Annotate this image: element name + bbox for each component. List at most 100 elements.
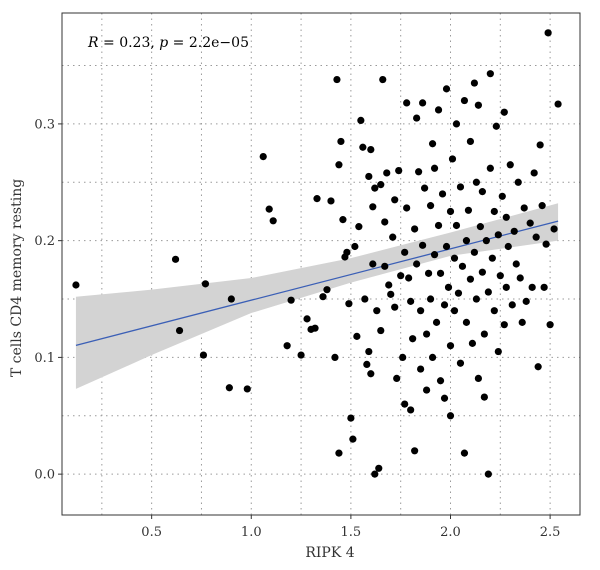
data-point	[357, 116, 365, 125]
data-point	[478, 188, 486, 196]
data-point	[333, 75, 341, 84]
data-point	[438, 190, 447, 198]
data-point	[397, 272, 405, 280]
data-point	[201, 280, 210, 288]
data-point	[409, 335, 417, 343]
data-point	[472, 178, 480, 186]
data-point	[476, 223, 484, 231]
confidence-band-group	[75, 203, 559, 389]
data-points	[72, 29, 562, 478]
data-point	[490, 207, 498, 216]
data-point	[446, 207, 455, 216]
grid-lines	[62, 13, 580, 515]
y-tick-label: 0.0	[34, 468, 55, 483]
data-point	[516, 274, 524, 282]
p-equals: =	[168, 35, 189, 51]
data-point	[353, 332, 361, 340]
data-point	[369, 260, 377, 268]
data-point	[413, 114, 421, 122]
data-point	[225, 384, 233, 392]
r-label: R	[87, 35, 99, 51]
data-point	[450, 307, 459, 315]
data-point	[446, 412, 455, 420]
data-point	[440, 301, 449, 309]
y-axis-title: T cells CD4 memory resting	[9, 179, 25, 377]
data-point	[474, 374, 482, 383]
data-point	[319, 293, 327, 301]
data-point	[472, 295, 480, 303]
data-point	[436, 269, 445, 277]
y-tick-label: 0.2	[34, 234, 55, 249]
data-point	[554, 100, 562, 108]
data-point	[456, 183, 465, 191]
data-point	[448, 155, 457, 163]
data-point	[349, 435, 357, 443]
data-point	[470, 79, 479, 87]
data-point	[430, 164, 439, 172]
data-point	[526, 219, 534, 227]
data-point	[462, 318, 471, 326]
data-point	[367, 145, 375, 154]
data-point	[421, 184, 429, 192]
data-point	[426, 202, 435, 210]
data-point	[422, 330, 431, 338]
data-point	[484, 470, 492, 478]
data-point	[363, 360, 371, 368]
data-point	[351, 242, 359, 251]
data-point	[411, 447, 419, 455]
data-point	[343, 248, 351, 256]
data-point	[175, 326, 184, 335]
data-point	[538, 202, 546, 210]
data-point	[401, 248, 409, 256]
data-point	[407, 406, 415, 414]
data-point	[373, 307, 381, 315]
data-point	[530, 169, 538, 177]
data-point	[379, 75, 387, 84]
data-point	[393, 374, 401, 383]
data-point	[269, 217, 277, 225]
data-point	[450, 254, 459, 262]
correlation-annotation: R = 0.23, p = 2.2e−05	[87, 35, 249, 51]
data-point	[482, 237, 490, 245]
x-axis-title: RIPK 4	[305, 545, 354, 561]
data-point	[381, 262, 389, 270]
data-point	[405, 274, 413, 282]
data-point	[413, 260, 421, 268]
data-point	[452, 120, 461, 128]
data-point	[432, 318, 441, 326]
data-point	[458, 262, 467, 270]
data-point	[355, 223, 363, 231]
data-point	[415, 168, 423, 176]
data-point	[502, 283, 510, 291]
data-point	[287, 296, 295, 304]
data-point	[510, 227, 518, 235]
y-tick-label: 0.1	[34, 351, 55, 366]
data-point	[540, 283, 548, 291]
data-point	[311, 324, 319, 332]
data-point	[430, 251, 439, 259]
p-value: 2.2e−05	[189, 35, 249, 51]
data-point	[440, 394, 449, 402]
data-point	[428, 353, 437, 361]
data-point	[72, 281, 80, 289]
data-point	[259, 152, 267, 161]
data-point	[452, 221, 461, 230]
data-point	[466, 275, 475, 283]
data-point	[544, 29, 552, 37]
data-point	[331, 353, 339, 361]
data-point	[500, 321, 508, 329]
data-point	[243, 385, 251, 393]
data-point	[419, 241, 427, 249]
data-point	[337, 137, 345, 146]
data-point	[486, 70, 494, 78]
data-point	[377, 326, 385, 335]
data-point	[494, 347, 502, 356]
data-point	[395, 167, 403, 175]
data-point	[468, 339, 477, 347]
plot-border	[61, 12, 581, 516]
data-point	[504, 242, 512, 251]
data-point	[464, 206, 473, 214]
data-point	[171, 255, 180, 263]
data-point	[422, 386, 431, 394]
r-equals: =	[99, 35, 120, 51]
